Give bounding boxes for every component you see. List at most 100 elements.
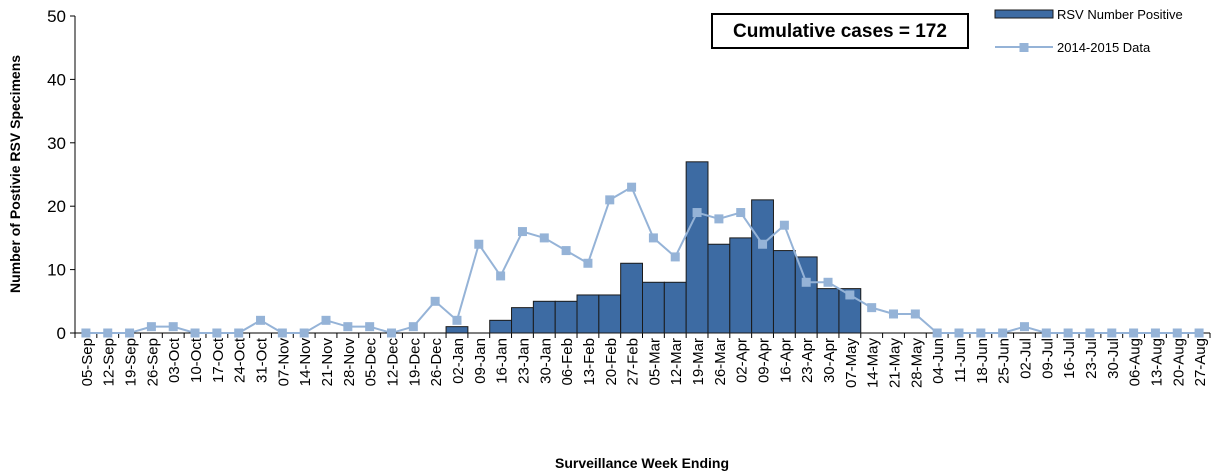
bar: [445, 326, 469, 334]
line-marker: [1172, 328, 1182, 338]
line-marker: [845, 290, 855, 300]
x-tick-label: 19-Dec: [406, 338, 423, 387]
x-tick-label: 23-Jul: [1083, 338, 1100, 379]
line-marker: [976, 328, 986, 338]
y-tick-label: 0: [57, 324, 66, 343]
line-marker: [408, 322, 418, 332]
line-marker: [365, 322, 375, 332]
x-tick-label: 31-Oct: [254, 337, 271, 383]
x-tick-label: 02-Apr: [734, 338, 751, 383]
x-tick-label: 02-Jul: [1017, 338, 1034, 379]
x-tick-label: 30-Jul: [1105, 338, 1122, 379]
line-marker: [343, 322, 353, 332]
line-marker: [605, 195, 615, 205]
x-tick-label: 27-Aug: [1192, 338, 1209, 386]
legend-swatch: [1019, 43, 1029, 52]
line-marker: [627, 182, 637, 192]
x-tick-label: 21-Nov: [319, 338, 336, 387]
line-marker: [190, 328, 200, 338]
line-marker: [496, 271, 506, 281]
line-marker: [998, 328, 1008, 338]
line-marker: [910, 309, 920, 319]
line-marker: [736, 208, 746, 218]
y-tick-label: 40: [47, 70, 66, 89]
bar: [838, 288, 862, 334]
x-tick-label: 12-Dec: [384, 338, 401, 387]
x-tick-label: 24-Oct: [232, 337, 249, 383]
bar: [489, 319, 513, 334]
line-marker: [1194, 328, 1204, 338]
x-tick-label: 16-Jan: [494, 338, 511, 384]
x-tick-label: 26-Mar: [712, 338, 729, 386]
x-tick-label: 12-Sep: [101, 338, 118, 386]
bar: [685, 161, 709, 334]
line: [85, 185, 1200, 335]
x-tick-label: 05-Dec: [363, 338, 380, 387]
x-tick-label: 11-Jun: [952, 338, 969, 383]
x-tick-label: 23-Apr: [799, 338, 816, 383]
line-marker: [212, 328, 222, 338]
line-marker: [1085, 328, 1095, 338]
x-tick-label: 05-Mar: [646, 338, 663, 386]
line-marker: [1019, 322, 1029, 332]
line-marker: [692, 208, 702, 218]
line-marker: [714, 214, 724, 224]
bar: [663, 281, 687, 334]
x-tick-label: 25-Jun: [996, 338, 1013, 384]
legend-swatch: [994, 9, 1054, 19]
x-tick-label: 23-Jan: [515, 338, 532, 384]
x-tick-label: 27-Feb: [625, 338, 642, 386]
bar: [554, 300, 578, 334]
line-marker: [386, 328, 396, 338]
line-marker: [648, 233, 658, 243]
x-tick-label: 18-Jun: [974, 338, 991, 384]
x-axis-label: Surveillance Week Ending: [555, 455, 729, 471]
line-marker: [81, 328, 91, 338]
line-marker: [867, 303, 877, 313]
bar: [729, 237, 753, 334]
line-marker: [1063, 328, 1073, 338]
x-tick-label: 14-May: [865, 338, 882, 389]
x-tick-label: 13-Aug: [1148, 338, 1165, 386]
x-tick-label: 19-Mar: [690, 338, 707, 386]
x-tick-label: 20-Aug: [1170, 338, 1187, 386]
line-marker: [1041, 328, 1051, 338]
x-tick-label: 20-Feb: [603, 338, 620, 386]
line-marker: [1107, 328, 1117, 338]
bar: [642, 281, 665, 334]
bar: [816, 288, 840, 334]
line-marker: [583, 258, 593, 268]
x-tick-label: 14-Nov: [297, 338, 314, 387]
bar: [772, 250, 796, 334]
x-tick-label: 06-Aug: [1127, 338, 1144, 386]
line-marker: [954, 328, 964, 338]
bar: [707, 243, 731, 334]
x-tick-label: 28-May: [908, 338, 925, 389]
line-marker: [801, 277, 811, 287]
x-tick-label: 03-Oct: [166, 337, 183, 383]
line-marker: [1129, 328, 1139, 338]
line-marker: [474, 239, 484, 249]
x-tick-label: 21-May: [887, 338, 904, 389]
line-marker: [103, 328, 113, 338]
line-marker: [321, 315, 331, 325]
line-marker: [452, 315, 462, 325]
bar: [620, 262, 644, 334]
x-tick-label: 30-Apr: [821, 338, 838, 383]
x-tick-label: 04-Jun: [930, 338, 947, 384]
y-tick-label: 20: [47, 197, 66, 216]
x-tick-label: 26-Dec: [428, 338, 445, 387]
legend-label: 2014-2015 Data: [1057, 40, 1151, 55]
line-marker: [779, 220, 789, 230]
x-tick-label: 13-Feb: [581, 338, 598, 386]
x-tick-label: 17-Oct: [210, 337, 227, 383]
x-tick-label: 19-Sep: [123, 338, 140, 386]
bar: [576, 294, 600, 334]
line-marker: [517, 227, 527, 237]
x-tick-label: 02-Jan: [450, 338, 467, 384]
y-tick-label: 10: [47, 261, 66, 280]
bar: [751, 199, 774, 334]
x-tick-label: 16-Apr: [777, 338, 794, 383]
x-tick-label: 30-Jan: [537, 338, 554, 384]
